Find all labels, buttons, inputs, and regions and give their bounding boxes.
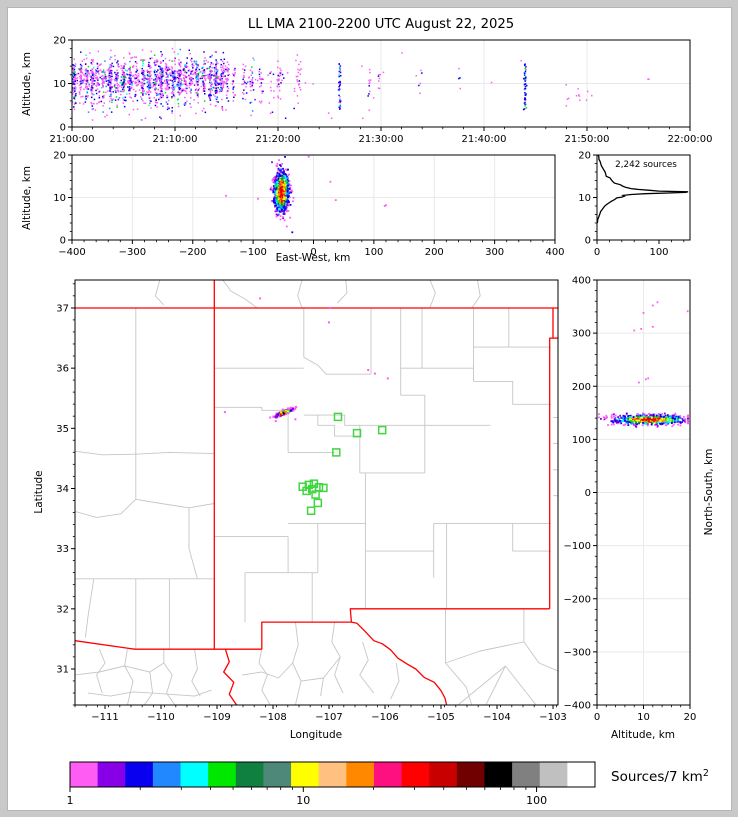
svg-text:21:40:00: 21:40:00: [462, 134, 507, 145]
map-stations: [298, 412, 387, 516]
ew-altitude-xlabel: East-West, km: [276, 252, 351, 264]
svg-text:21:50:00: 21:50:00: [565, 134, 610, 145]
svg-text:100: 100: [364, 247, 383, 258]
svg-text:0: 0: [585, 236, 591, 247]
svg-text:20: 20: [684, 712, 697, 723]
ns-altitude-xlabel: Altitude, km: [611, 729, 675, 741]
svg-text:−108: −108: [259, 712, 286, 723]
svg-text:21:10:00: 21:10:00: [153, 134, 198, 145]
map-layers: [75, 280, 558, 705]
svg-text:21:00:00: 21:00:00: [50, 134, 95, 145]
svg-text:−300: −300: [119, 247, 146, 258]
svg-text:37: 37: [56, 303, 69, 314]
map-county-lines: [75, 280, 558, 705]
svg-text:0: 0: [594, 247, 600, 258]
svg-text:400: 400: [545, 247, 564, 258]
svg-text:−400: −400: [564, 701, 591, 712]
svg-text:0: 0: [310, 247, 316, 258]
histogram-curve: [597, 155, 689, 224]
source-count-annotation: 2,242 sources: [615, 160, 677, 170]
svg-text:100: 100: [649, 247, 668, 258]
svg-text:300: 300: [485, 247, 504, 258]
svg-text:−200: −200: [564, 594, 591, 605]
svg-text:20: 20: [578, 151, 591, 162]
svg-text:−300: −300: [564, 647, 591, 658]
svg-text:0: 0: [585, 488, 591, 499]
svg-text:21:30:00: 21:30:00: [359, 134, 404, 145]
north-south-axis-label: North-South, km: [703, 449, 715, 536]
svg-text:200: 200: [572, 382, 591, 393]
svg-text:400: 400: [572, 276, 591, 287]
ns-altitude-points: [597, 280, 690, 705]
svg-text:32: 32: [56, 604, 69, 615]
svg-text:34: 34: [56, 484, 69, 495]
ew-altitude-ylabel: Altitude, km: [21, 166, 33, 230]
svg-text:100: 100: [572, 435, 591, 446]
time-altitude-ylabel: Altitude, km: [21, 52, 33, 116]
svg-text:200: 200: [425, 247, 444, 258]
svg-text:−106: −106: [371, 712, 398, 723]
colorbar-frame: [69, 761, 596, 788]
map-frame: [74, 279, 559, 706]
figure-background: [7, 7, 732, 811]
map-source-cluster: [223, 297, 389, 423]
ew-altitude-panel: −400 −300 −200 −100 0 100 200 300 400 0 10 20 Altit…: [21, 151, 565, 265]
svg-text:33: 33: [56, 544, 69, 555]
svg-text:0: 0: [60, 236, 66, 247]
svg-text:300: 300: [572, 329, 591, 340]
colorbar-label: Sources/7 km2: [611, 768, 709, 785]
map-panel: −111 −110 −109 −108 −107 −106 −105 −104 −103 31 32…: [33, 279, 567, 741]
colorbar-cells: [70, 762, 596, 787]
map-state-borders: [75, 280, 558, 705]
histogram-ticks: 0 100 0 10 20: [578, 151, 685, 258]
plot-title: LL LMA 2100-2200 UTC August 22, 2025: [248, 17, 514, 32]
svg-text:10: 10: [578, 193, 591, 204]
svg-text:100: 100: [526, 794, 547, 807]
svg-text:0: 0: [594, 712, 600, 723]
time-altitude-panel: 21:00:00 21:10:00 21:20:00 21:30:00 21:40:00…: [21, 36, 712, 146]
svg-text:31: 31: [56, 665, 69, 676]
time-altitude-ticks: 21:00:00 21:10:00 21:20:00 21:30:00 21:40:00…: [50, 36, 713, 146]
svg-text:−200: −200: [179, 247, 206, 258]
map-ticks: −111 −110 −109 −108 −107 −106 −105 −104 −103 31 32…: [56, 283, 567, 723]
svg-text:36: 36: [56, 364, 69, 375]
svg-text:10: 10: [53, 79, 66, 90]
ns-altitude-panel: 0 10 20 400 300 200 100 0 −100 −200 −300 −400 Altit…: [564, 276, 715, 742]
svg-text:−109: −109: [203, 712, 230, 723]
svg-text:10: 10: [637, 712, 650, 723]
svg-text:0: 0: [60, 123, 66, 134]
svg-text:−103: −103: [539, 712, 566, 723]
svg-text:−105: −105: [427, 712, 454, 723]
svg-text:20: 20: [53, 151, 66, 162]
svg-text:35: 35: [56, 424, 69, 435]
svg-text:−100: −100: [239, 247, 266, 258]
svg-text:−400: −400: [58, 247, 85, 258]
svg-text:−104: −104: [483, 712, 510, 723]
latitude-axis-label: Latitude: [33, 470, 45, 513]
altitude-histogram-panel: 0 100 0 10 20 2,242 sources: [578, 151, 691, 258]
svg-text:−110: −110: [147, 712, 174, 723]
ew-altitude-ticks: −400 −300 −200 −100 0 100 200 300 400 0 10 20: [53, 151, 564, 259]
svg-text:1: 1: [67, 794, 74, 807]
svg-text:10: 10: [296, 794, 310, 807]
colorbar-ticks: 1 10 100: [67, 787, 547, 807]
svg-text:−100: −100: [564, 541, 591, 552]
ns-altitude-ticks: 0 10 20 400 300 200 100 0 −100 −200 −300 −400: [564, 276, 697, 724]
time-altitude-points: [72, 40, 690, 127]
svg-text:10: 10: [53, 193, 66, 204]
longitude-axis-label: Longitude: [290, 729, 342, 741]
colorbar: 1 10 100 Sources/7 km2: [67, 761, 709, 807]
svg-text:−111: −111: [91, 712, 118, 723]
ew-altitude-points: [72, 155, 555, 240]
svg-text:20: 20: [53, 36, 66, 47]
svg-text:21:20:00: 21:20:00: [256, 134, 301, 145]
svg-text:22:00:00: 22:00:00: [668, 134, 713, 145]
svg-text:−107: −107: [315, 712, 342, 723]
